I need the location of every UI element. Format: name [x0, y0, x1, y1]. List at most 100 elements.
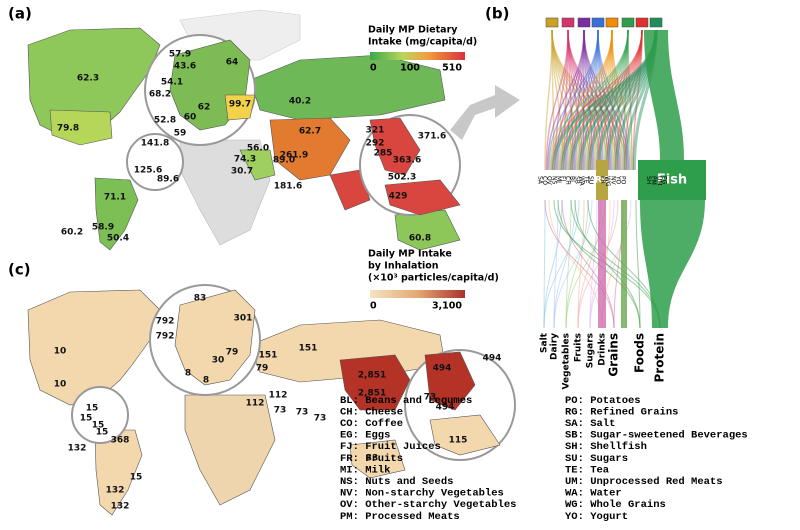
flow: [589, 199, 598, 329]
flow: [583, 29, 621, 171]
node-abbr: WG: [604, 176, 611, 187]
legend-tick: 3,100: [432, 301, 462, 312]
map-label: 429: [389, 192, 408, 202]
map-label: 33: [366, 454, 379, 464]
map-label: 8: [185, 369, 191, 379]
flow: [554, 29, 569, 171]
flow: [583, 29, 594, 171]
node-abbr: CH: [564, 176, 571, 185]
node-abbr: WA: [578, 176, 585, 187]
map-label: 60.8: [409, 234, 431, 244]
map-label: 79.8: [57, 124, 79, 134]
map-label: 71.1: [104, 193, 126, 203]
map-label: 73: [296, 408, 309, 418]
node-abbr: OV: [546, 176, 553, 186]
map-label: 792: [156, 317, 175, 327]
flag: [545, 17, 559, 28]
map-label: 261.9: [280, 151, 308, 161]
abbreviation: PM: Processed Meats: [340, 511, 460, 523]
abbreviation: RG: Refined Grains: [565, 406, 678, 418]
legend-tick: 0: [370, 301, 377, 312]
map-label: 83: [194, 294, 207, 304]
abbreviation: SA: Salt: [565, 418, 615, 430]
map-label: 141.8: [141, 139, 169, 149]
map-label: 73: [274, 406, 287, 416]
abbreviation: WA: Water: [565, 488, 622, 500]
flag: [577, 17, 591, 28]
flow: [544, 199, 615, 329]
abbreviation: FR: Fruits: [340, 453, 403, 465]
flow: [551, 29, 564, 171]
map-label: 15: [80, 414, 93, 424]
node-label: Fish: [657, 173, 687, 188]
flow: [587, 29, 643, 171]
flow: [568, 29, 629, 171]
flow: [567, 29, 601, 171]
map-label: 10: [54, 347, 67, 357]
legend-tick: 0: [370, 63, 377, 74]
flow: [559, 29, 629, 171]
flow: [567, 29, 613, 171]
flow: [627, 29, 633, 171]
flag: [591, 17, 605, 28]
map-label: 2,851: [358, 371, 386, 381]
flow: [583, 29, 599, 171]
map-label: 292: [366, 139, 385, 149]
abbreviation: SU: Sugars: [565, 453, 628, 465]
map-label: 58.9: [92, 223, 114, 233]
node-abbr: SB: [573, 176, 580, 184]
flow: [551, 29, 609, 171]
node-abbr: BL: [569, 176, 576, 184]
map-c: [27, 284, 516, 516]
map-label: 15: [130, 473, 143, 483]
map-label: 56.0: [247, 144, 269, 154]
flow: [551, 29, 618, 171]
map-label: 79: [226, 348, 239, 358]
map-label: 52.8: [154, 116, 176, 126]
abbreviation: TE: Tea: [565, 464, 610, 476]
node-abbr: NV: [609, 176, 616, 185]
abbreviation: NV: Non-starchy Vegetables: [340, 488, 504, 500]
flow: [589, 199, 632, 329]
map-label: 40.2: [289, 97, 311, 107]
map-label: 151: [299, 344, 318, 354]
flow: [567, 29, 628, 171]
flow: [611, 29, 632, 171]
map-label: 15: [92, 421, 105, 431]
bottom-label: Grains: [607, 333, 621, 377]
node-abbr: TE: [583, 175, 590, 184]
flow: [611, 29, 614, 171]
map-label: 2,851: [358, 389, 386, 399]
flow: [567, 29, 583, 171]
map-label: 68.2: [149, 90, 171, 100]
flow: [596, 29, 643, 171]
flow: [555, 29, 585, 171]
flow: [551, 29, 555, 171]
map-label: 30.7: [231, 167, 253, 177]
flow: [546, 29, 585, 171]
map-label: 125.6: [134, 166, 162, 176]
colorbar-c: [370, 290, 465, 298]
arrow: [450, 85, 520, 140]
flow: [551, 29, 600, 171]
flow: [604, 29, 629, 171]
legend-title: (×10³ particles/capita/d): [368, 273, 499, 284]
flow: [551, 29, 573, 171]
abbreviation: YO: Yogurt: [565, 511, 628, 523]
map-label: 132: [106, 486, 125, 496]
flow: [564, 29, 585, 171]
flag: [635, 17, 649, 28]
flow: [547, 29, 599, 171]
abbreviation: UM: Unprocessed Red Meats: [565, 476, 723, 488]
abbreviation: MI: Milk: [340, 464, 390, 476]
flow: [623, 29, 643, 171]
flow: [582, 29, 585, 171]
map-label: 112: [269, 391, 288, 401]
bottom-label: Protein: [653, 333, 667, 383]
abbreviation: OV: Other-starchy Vegetables: [340, 499, 516, 511]
flow: [622, 29, 629, 171]
node-abbr: SH: [645, 176, 652, 184]
node-abbr: UM: [655, 176, 662, 186]
map-label: 10: [54, 380, 67, 390]
flow: [549, 29, 613, 171]
